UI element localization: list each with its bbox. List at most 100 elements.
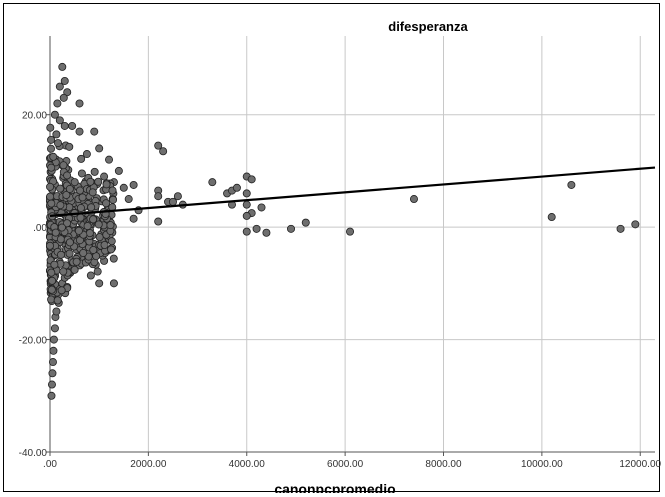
data-point xyxy=(95,279,104,288)
data-point xyxy=(83,222,92,231)
data-point xyxy=(242,189,251,198)
data-point xyxy=(46,144,55,153)
data-point xyxy=(86,177,95,186)
data-point xyxy=(59,93,68,102)
data-point xyxy=(86,271,95,280)
data-point xyxy=(46,192,55,201)
data-point xyxy=(50,260,59,269)
data-point xyxy=(75,186,84,195)
data-point xyxy=(52,130,61,139)
data-point xyxy=(159,147,168,156)
data-point xyxy=(74,226,83,235)
data-point xyxy=(154,217,163,226)
data-point xyxy=(49,346,58,355)
data-point xyxy=(57,223,66,232)
data-point xyxy=(232,183,241,192)
x-tick-label: 12000.00 xyxy=(619,459,661,470)
data-point xyxy=(100,172,109,181)
data-point xyxy=(58,62,67,71)
data-point xyxy=(65,184,74,193)
data-point xyxy=(48,358,57,367)
data-point xyxy=(60,121,69,130)
x-tick-label: 8000.00 xyxy=(425,459,462,470)
data-point xyxy=(93,267,102,276)
data-point xyxy=(51,228,60,237)
data-point xyxy=(46,241,55,250)
data-point xyxy=(77,154,86,163)
data-point xyxy=(208,178,217,187)
data-point xyxy=(90,167,99,176)
x-tick-label: .00 xyxy=(43,459,57,470)
data-point xyxy=(55,82,64,91)
data-point xyxy=(173,192,182,201)
data-point xyxy=(252,224,261,233)
data-point xyxy=(94,177,103,186)
data-point xyxy=(49,152,58,161)
x-tick-label: 2000.00 xyxy=(130,459,167,470)
data-point xyxy=(65,142,74,151)
data-point xyxy=(79,248,88,257)
data-point xyxy=(47,380,56,389)
data-point xyxy=(154,141,163,150)
x-tick-label: 6000.00 xyxy=(327,459,364,470)
data-points xyxy=(46,62,640,400)
chart-frame: .00 2000.00 4000.00 6000.00 8000.00 10000.00 1… xyxy=(3,3,661,493)
y-tick-label: 20.00 xyxy=(22,111,47,122)
data-point xyxy=(47,199,56,208)
data-point xyxy=(49,335,58,344)
data-point xyxy=(105,155,114,164)
fit-line-group xyxy=(49,166,656,217)
data-point xyxy=(56,250,65,259)
data-point xyxy=(95,233,104,242)
data-point xyxy=(631,220,640,229)
data-point xyxy=(47,285,56,294)
data-point xyxy=(90,127,99,136)
data-point xyxy=(616,224,625,233)
x-tick-label: 10000.00 xyxy=(521,459,563,470)
data-point xyxy=(89,215,98,224)
data-point xyxy=(109,279,118,288)
data-point xyxy=(94,220,103,229)
data-point xyxy=(75,127,84,136)
data-point xyxy=(82,150,91,159)
data-point xyxy=(56,235,65,244)
data-point xyxy=(129,180,138,189)
data-point xyxy=(48,276,57,285)
data-point xyxy=(52,307,61,316)
series-label: difesperanza xyxy=(388,19,468,34)
data-point xyxy=(59,161,68,170)
data-point xyxy=(242,200,251,209)
data-point xyxy=(88,188,97,197)
data-point xyxy=(47,135,56,144)
data-point xyxy=(50,110,59,119)
data-point xyxy=(242,227,251,236)
data-point xyxy=(85,229,94,238)
data-point xyxy=(75,99,84,108)
scatter-plot: .00 2000.00 4000.00 6000.00 8000.00 10000.00 1… xyxy=(19,19,661,493)
data-point xyxy=(89,245,98,254)
data-point xyxy=(106,221,115,230)
data-point xyxy=(62,191,71,200)
data-point xyxy=(77,169,86,178)
data-point xyxy=(72,257,81,266)
data-point xyxy=(55,116,64,125)
data-point xyxy=(346,227,355,236)
data-point xyxy=(70,265,79,274)
data-point xyxy=(247,175,256,184)
data-point xyxy=(46,182,55,191)
data-point xyxy=(56,201,65,210)
data-point xyxy=(102,199,111,208)
data-point xyxy=(124,195,133,204)
data-point xyxy=(68,121,77,130)
data-point xyxy=(78,193,87,202)
data-point xyxy=(65,249,74,258)
data-point xyxy=(70,178,79,187)
data-point xyxy=(108,186,117,195)
data-point xyxy=(48,369,57,378)
y-tick-label: -20.00 xyxy=(19,336,48,347)
data-point xyxy=(109,195,118,204)
y-tick-label: .00 xyxy=(33,223,47,234)
data-point xyxy=(53,296,62,305)
data-point xyxy=(114,166,123,175)
data-point xyxy=(109,254,118,263)
